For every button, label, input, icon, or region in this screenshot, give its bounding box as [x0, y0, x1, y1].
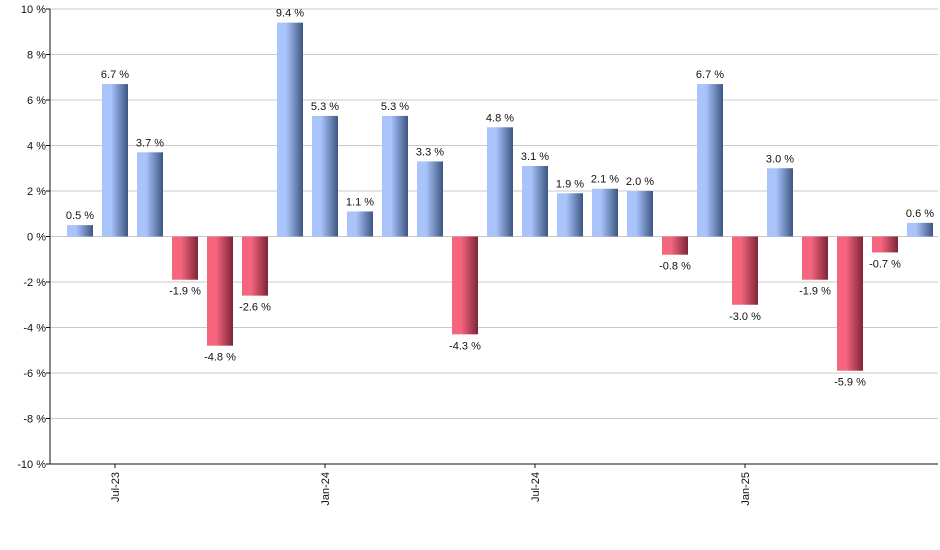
bar-aug-23 [137, 152, 163, 237]
x-tick-label: Jan-25 [740, 472, 752, 506]
bar-mar-25 [802, 236, 828, 280]
data-label: 1.9 % [556, 178, 584, 190]
bar-jan-25 [732, 236, 758, 305]
data-label: 3.3 % [416, 146, 444, 158]
data-label: 3.0 % [766, 153, 794, 165]
bar-may-25 [872, 236, 898, 253]
data-label: 2.0 % [626, 176, 654, 188]
data-label: 0.5 % [66, 210, 94, 222]
data-label: 5.3 % [381, 101, 409, 113]
bar-feb-25 [767, 168, 793, 237]
bar-nov-23 [242, 236, 268, 296]
bar-apr-25 [837, 236, 863, 371]
y-tick-label: 0 % [27, 232, 46, 244]
data-label: 5.3 % [311, 101, 339, 113]
bar-mar-24 [382, 115, 408, 237]
axes [49, 9, 938, 465]
y-tick-label: -4 % [23, 323, 46, 335]
bar-jul-24 [522, 165, 548, 237]
data-label: -4.3 % [449, 340, 481, 352]
data-labels: 0.5 % 6.7 % 3.7 % -1.9 % -4.8 % -2.6 % 9.4 % 5.… [66, 8, 934, 389]
data-label: -5.9 % [834, 377, 866, 389]
bar-jul-23 [102, 84, 128, 237]
y-tick-label: 6 % [27, 95, 46, 107]
x-tick-label: Jul-23 [110, 472, 122, 502]
bar-jun-24 [487, 127, 513, 237]
y-tick-label: 8 % [27, 50, 46, 62]
data-label: 4.8 % [486, 112, 514, 124]
data-label: 3.7 % [136, 137, 164, 149]
x-tick-label: Jul-24 [530, 472, 542, 502]
y-tick-label: -8 % [23, 414, 46, 426]
data-label: -1.9 % [169, 286, 201, 298]
data-label: -1.9 % [799, 286, 831, 298]
y-tick-label: 10 % [21, 4, 46, 16]
bar-apr-24 [417, 161, 443, 237]
bar-jun-23 [67, 225, 93, 237]
data-label: -2.6 % [239, 302, 271, 314]
bar-nov-24 [662, 236, 688, 255]
data-label: 6.7 % [696, 69, 724, 81]
data-label: 9.4 % [276, 8, 304, 20]
data-label: -0.8 % [659, 261, 691, 273]
bar-sep-24 [592, 188, 618, 237]
x-tick-label: Jan-24 [320, 472, 332, 506]
bars [67, 22, 933, 371]
data-label: -4.8 % [204, 352, 236, 364]
y-tick-label: -2 % [23, 277, 46, 289]
bar-jun-25 [907, 222, 933, 237]
bar-jan-24 [312, 115, 338, 237]
data-label: 0.6 % [906, 208, 934, 220]
data-label: 2.1 % [591, 174, 619, 186]
data-label: 1.1 % [346, 196, 374, 208]
data-label: 6.7 % [101, 69, 129, 81]
bar-sep-23 [172, 236, 198, 280]
bar-feb-24 [347, 211, 373, 237]
y-tick-label: 4 % [27, 141, 46, 153]
bar-oct-23 [207, 236, 233, 346]
y-tick-label: 2 % [27, 186, 46, 198]
data-label: 3.1 % [521, 151, 549, 163]
bar-dec-23 [277, 22, 303, 237]
bar-may-24 [452, 236, 478, 335]
data-label: -3.0 % [729, 311, 761, 323]
y-tick-label: -10 % [17, 459, 46, 471]
y-axis-ticks: 10 % 8 % 6 % 4 % 2 % 0 % -2 % -4 % -6 % -8 % -10 % [17, 4, 50, 471]
data-label: -0.7 % [869, 258, 901, 270]
y-tick-label: -6 % [23, 368, 46, 380]
bar-oct-24 [627, 191, 653, 237]
x-axis-ticks: Jul-23 Jan-24 Jul-24 Jan-25 [110, 464, 752, 506]
bar-aug-24 [557, 193, 583, 237]
bar-dec-24 [697, 84, 723, 237]
